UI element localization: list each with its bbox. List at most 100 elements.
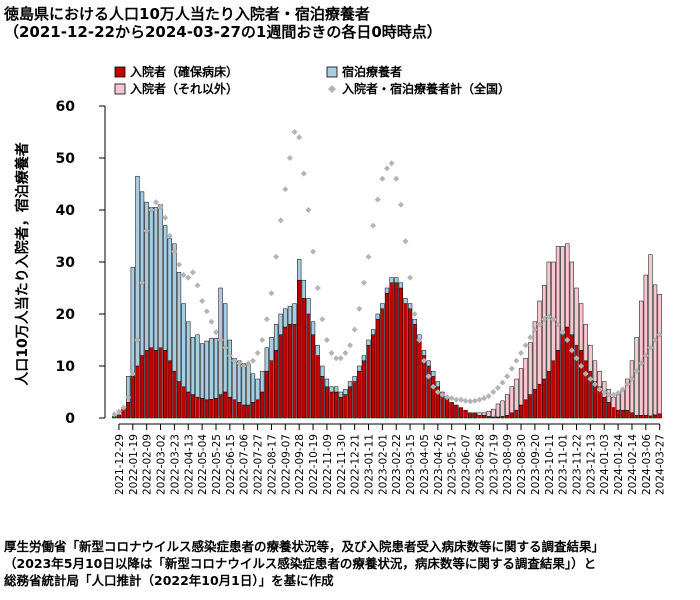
point-national — [624, 381, 631, 388]
point-national — [226, 352, 233, 359]
bar-hotel — [375, 313, 380, 320]
x-tick-label: 2024-03-06 — [641, 434, 653, 495]
point-national — [323, 337, 330, 343]
point-national — [152, 199, 159, 206]
x-tick-label: 2023-08-30 — [516, 434, 528, 495]
point-national — [541, 316, 548, 323]
x-tick-label: 2023-06-07 — [461, 434, 473, 495]
bar-hosp_other — [648, 254, 653, 417]
point-national — [610, 391, 617, 398]
point-national — [347, 342, 354, 349]
bar-hosp_severe — [444, 396, 450, 419]
point-national — [296, 134, 303, 141]
bar-hosp_severe — [578, 350, 584, 419]
bar-hosp_severe — [537, 383, 542, 419]
x-tick-label: 2022-03-02 — [156, 434, 168, 495]
bar-hosp_severe — [297, 279, 302, 419]
bar-hosp_severe — [606, 402, 611, 419]
legend-swatch-hosp_severe — [114, 66, 126, 78]
bar-hosp_severe — [361, 360, 367, 419]
bar-hosp_severe — [407, 308, 413, 419]
bar-hosp_severe — [163, 350, 168, 419]
bar-hosp_other — [615, 394, 621, 411]
point-national — [411, 311, 418, 317]
bar-hosp_severe — [421, 355, 427, 419]
y-axis: 0 10 20 30 40 50 60 — [56, 99, 106, 427]
x-tick-label: 2022-12-21 — [350, 434, 362, 495]
x-tick-label: 2024-01-24 — [613, 434, 625, 495]
point-national — [619, 386, 626, 393]
bar-hotel — [301, 279, 306, 299]
point-national — [559, 329, 566, 336]
point-national — [591, 381, 598, 388]
x-tick-label: 2022-04-13 — [183, 434, 195, 495]
point-national — [240, 363, 247, 369]
bar-hosp_other — [555, 246, 561, 351]
x-tick-label: 2022-03-23 — [169, 434, 181, 495]
bar-hotel — [343, 389, 348, 395]
bar-hotel — [186, 321, 191, 393]
bar-hosp_severe — [144, 350, 149, 419]
bar-hotel — [246, 363, 251, 406]
bar-hosp_other — [578, 303, 584, 351]
x-tick-label: 2023-05-17 — [447, 434, 459, 495]
point-national — [342, 350, 349, 356]
bar-hosp_severe — [190, 394, 196, 419]
bar-hosp_severe — [315, 355, 320, 419]
bar-hosp_severe — [172, 370, 177, 419]
bar-hotel — [278, 313, 283, 336]
bar-hosp_severe — [518, 404, 524, 419]
bar-hosp_other — [532, 321, 538, 390]
bar-hosp_severe — [657, 413, 662, 419]
bar-hosp_severe — [417, 339, 422, 419]
bar-hosp_severe — [204, 399, 209, 419]
x-tick-label: 2023-12-13 — [585, 434, 597, 495]
bar-hosp_severe — [468, 412, 473, 419]
point-national — [282, 186, 289, 193]
bar-hosp_severe — [176, 381, 182, 419]
point-national — [596, 386, 603, 393]
point-national — [467, 398, 474, 405]
point-national — [420, 357, 427, 364]
bar-hotel — [181, 303, 186, 388]
bar-hosp_severe — [232, 399, 237, 419]
bar-hosp_severe — [389, 282, 394, 419]
bar-hotel — [153, 207, 159, 351]
point-national — [194, 282, 201, 289]
point-national — [550, 316, 557, 323]
point-national — [485, 393, 492, 400]
bar-hotel — [370, 329, 376, 336]
bar-hotel — [361, 355, 367, 362]
x-tick-label: 2024-03-27 — [655, 434, 667, 495]
bar-hosp_other — [643, 274, 648, 416]
bar-hosp_other — [634, 337, 639, 416]
x-tick-label: 2023-02-01 — [377, 434, 389, 495]
source-note: 厚生労働省「新型コロナウイルス感染症患者の療養状況等，及び入院患者受入病床数等に… — [4, 538, 604, 589]
point-national — [582, 370, 589, 377]
bar-hotel — [352, 376, 357, 382]
x-tick-label: 2022-07-27 — [253, 434, 265, 495]
x-tick-label: 2022-09-28 — [294, 434, 306, 495]
point-national — [513, 357, 520, 364]
bar-hosp_severe — [246, 404, 251, 419]
bar-hosp_severe — [334, 391, 339, 419]
bar-hotel — [320, 365, 325, 377]
bar-hosp_severe — [643, 415, 648, 419]
bar-hotel — [241, 363, 246, 406]
point-national — [384, 165, 390, 172]
bar-hosp_severe — [181, 386, 186, 419]
point-national — [328, 350, 335, 356]
bar-hosp_other — [486, 410, 491, 417]
point-national — [499, 379, 506, 386]
point-national — [236, 360, 243, 367]
bar-hosp_severe — [634, 415, 639, 419]
bar-hosp_severe — [403, 303, 408, 419]
bar-hosp_severe — [135, 365, 140, 419]
point-national — [263, 316, 270, 323]
x-tick-label: 2023-08-09 — [502, 434, 514, 495]
bar-hosp_severe — [472, 412, 477, 419]
point-national — [628, 376, 635, 382]
bar-hotel — [297, 259, 302, 281]
